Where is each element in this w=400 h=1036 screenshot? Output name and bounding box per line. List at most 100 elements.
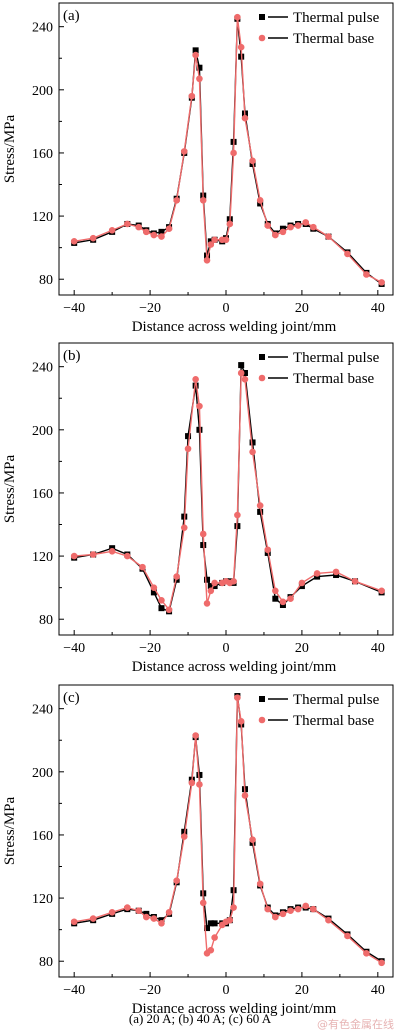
data-point-thermal-base bbox=[264, 546, 272, 554]
legend-label: Thermal pulse bbox=[293, 10, 380, 26]
panel-label: (c) bbox=[63, 690, 80, 706]
x-tick-label: −40 bbox=[63, 983, 85, 998]
legend-marker-thermal-pulse bbox=[259, 14, 265, 20]
data-point-thermal-base bbox=[211, 934, 218, 941]
x-tick-label: −40 bbox=[63, 641, 85, 656]
x-tick-label: 0 bbox=[223, 983, 230, 998]
data-point-thermal-base bbox=[89, 234, 97, 242]
y-tick-label: 80 bbox=[39, 955, 53, 970]
data-point-thermal-base bbox=[237, 43, 245, 51]
legend-marker-thermal-base bbox=[258, 34, 266, 42]
data-point-thermal-pulse bbox=[204, 925, 211, 932]
legend-marker-thermal-base bbox=[258, 716, 266, 724]
data-point-thermal-base bbox=[203, 256, 211, 264]
legend-label: Thermal base bbox=[293, 713, 375, 729]
data-point-thermal-base bbox=[230, 904, 237, 911]
data-point-thermal-base bbox=[302, 902, 310, 910]
x-tick-label: 40 bbox=[371, 641, 385, 656]
data-point-thermal-base bbox=[287, 595, 294, 602]
data-point-thermal-base bbox=[272, 231, 279, 239]
data-point-thermal-base bbox=[184, 445, 192, 453]
x-axis-label: Distance across welding joint/mm bbox=[132, 1001, 337, 1017]
data-point-thermal-base bbox=[108, 548, 116, 555]
data-point-thermal-pulse bbox=[257, 508, 264, 515]
y-tick-label: 120 bbox=[32, 210, 53, 225]
data-point-thermal-base bbox=[272, 913, 279, 921]
y-tick-label: 160 bbox=[32, 147, 53, 162]
data-point-thermal-base bbox=[192, 51, 199, 59]
data-point-thermal-base bbox=[89, 915, 97, 922]
data-point-thermal-base bbox=[279, 910, 287, 918]
data-point-thermal-base bbox=[363, 950, 370, 957]
data-point-thermal-base bbox=[279, 598, 287, 606]
data-point-thermal-base bbox=[192, 732, 199, 739]
data-point-thermal-base bbox=[378, 587, 385, 595]
data-point-thermal-base bbox=[211, 236, 218, 244]
data-point-thermal-pulse bbox=[238, 362, 245, 369]
y-tick-label: 120 bbox=[32, 550, 53, 565]
data-point-thermal-pulse bbox=[249, 439, 256, 446]
data-point-thermal-base bbox=[180, 833, 188, 840]
legend-marker-thermal-pulse bbox=[259, 354, 265, 360]
x-tick-label: 20 bbox=[295, 301, 309, 316]
data-point-thermal-base bbox=[196, 781, 203, 788]
data-point-thermal-base bbox=[237, 718, 245, 725]
data-point-thermal-base bbox=[249, 448, 256, 456]
y-tick-label: 240 bbox=[32, 361, 53, 376]
data-point-thermal-base bbox=[150, 584, 158, 591]
data-point-thermal-base bbox=[230, 149, 237, 157]
y-tick-label: 120 bbox=[32, 892, 53, 907]
chart-panel-b: −40 −20 0 20 40 80 120 160 200 240 Distance across… bbox=[2, 342, 394, 675]
data-point-thermal-base bbox=[332, 568, 340, 576]
data-point-thermal-base bbox=[165, 606, 173, 614]
y-tick-label: 200 bbox=[32, 424, 53, 439]
data-point-thermal-base bbox=[363, 271, 370, 278]
legend-label: Thermal pulse bbox=[293, 350, 380, 366]
data-point-thermal-base bbox=[325, 916, 332, 924]
data-point-thermal-base bbox=[344, 250, 351, 258]
x-axis-label: Distance across welding joint/mm bbox=[132, 659, 337, 675]
data-point-thermal-base bbox=[108, 226, 116, 234]
data-point-thermal-base bbox=[294, 905, 302, 913]
data-point-thermal-base bbox=[249, 157, 256, 165]
data-point-thermal-base bbox=[313, 570, 321, 577]
data-point-thermal-base bbox=[237, 369, 245, 377]
data-point-thermal-base bbox=[378, 959, 385, 967]
legend-marker-thermal-pulse bbox=[259, 696, 265, 702]
data-point-thermal-base bbox=[207, 241, 215, 248]
data-point-thermal-base bbox=[180, 148, 188, 155]
data-point-thermal-base bbox=[309, 905, 317, 913]
data-point-thermal-base bbox=[351, 578, 359, 585]
data-point-thermal-base bbox=[222, 236, 230, 244]
data-point-thermal-base bbox=[302, 219, 310, 226]
data-point-thermal-base bbox=[272, 587, 279, 595]
y-tick-label: 200 bbox=[32, 84, 53, 99]
data-point-thermal-base bbox=[70, 918, 78, 926]
x-tick-label: 20 bbox=[295, 641, 309, 656]
data-point-thermal-base bbox=[196, 402, 203, 410]
data-point-thermal-base bbox=[124, 904, 131, 911]
y-tick-label: 240 bbox=[32, 703, 53, 718]
data-point-thermal-pulse bbox=[207, 920, 214, 927]
data-point-thermal-base bbox=[150, 915, 158, 922]
data-point-thermal-base bbox=[203, 600, 211, 607]
data-point-thermal-base bbox=[287, 223, 294, 231]
data-point-thermal-base bbox=[226, 916, 234, 924]
y-axis-label: Stress/MPa bbox=[2, 114, 18, 183]
data-point-thermal-pulse bbox=[204, 576, 211, 583]
data-point-thermal-base bbox=[264, 905, 272, 913]
data-point-thermal-base bbox=[226, 220, 234, 228]
y-tick-label: 240 bbox=[32, 21, 53, 36]
data-point-thermal-pulse bbox=[207, 583, 214, 590]
data-point-thermal-base bbox=[234, 13, 241, 21]
x-tick-label: −20 bbox=[139, 983, 161, 998]
data-point-thermal-base bbox=[264, 222, 272, 229]
chart-panel-a: −40 −20 0 20 40 80 120 160 200 240 Distance across… bbox=[2, 2, 394, 335]
data-point-thermal-pulse bbox=[158, 605, 165, 612]
chart-panel-c: −40 −20 0 20 40 80 120 160 200 240 Distance across… bbox=[2, 684, 394, 1017]
data-point-thermal-base bbox=[256, 196, 264, 204]
y-tick-label: 160 bbox=[32, 829, 53, 844]
data-point-thermal-base bbox=[188, 779, 196, 787]
data-point-thermal-base bbox=[124, 220, 131, 228]
